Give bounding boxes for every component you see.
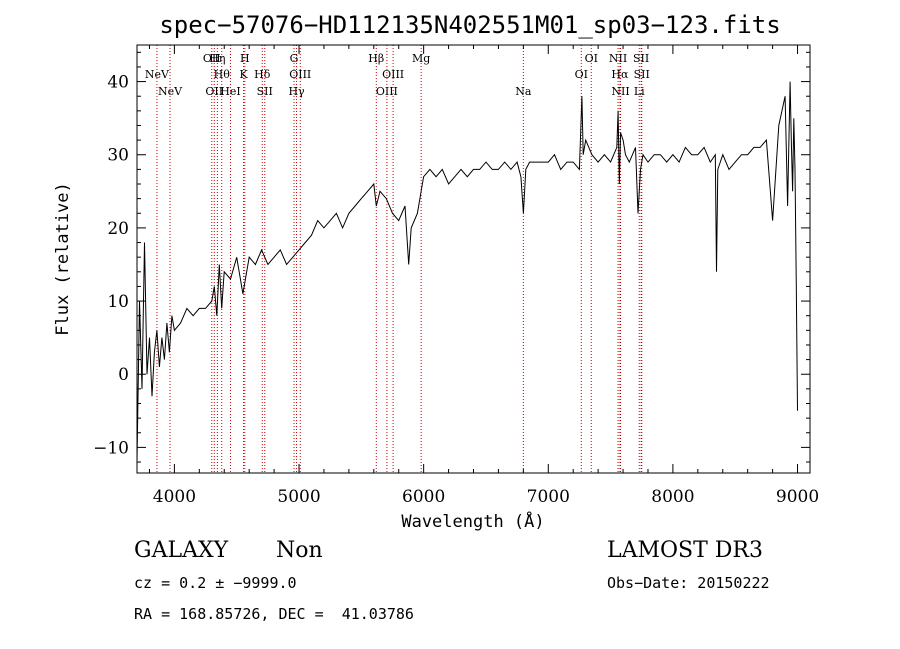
spectral-line-label: NeV [158, 85, 183, 98]
x-axis-label: Wavelength (Å) [401, 510, 544, 532]
plot-frame [136, 44, 811, 474]
x-tick-label: 6000 [402, 487, 445, 507]
obs-date: Obs−Date: 20150222 [607, 574, 770, 592]
x-axis-ticks: 4000 5000 6000 7000 8000 9000 [148, 45, 819, 507]
y-tick-label: 40 [107, 73, 129, 93]
spectral-line-label: Mg [412, 52, 430, 65]
y-tick-label: 10 [107, 292, 129, 312]
spectrum-chart: spec−57076−HD112135N402551M01_sp03−123.f… [53, 11, 819, 532]
spectral-line-label: Hβ [368, 52, 384, 65]
y-axis-ticks: −10 0 10 20 30 40 [93, 51, 810, 463]
y-tick-label: 30 [107, 146, 129, 166]
spectral-line-label: NeV [145, 68, 170, 81]
spectral-line-label: Hη [209, 52, 225, 65]
spectral-line-label: OIII [289, 68, 311, 81]
spectral-line-label: OIII [382, 68, 404, 81]
spectral-line-label: Li [634, 85, 645, 98]
spectral-line-label: G [290, 52, 299, 65]
spectrum-line [136, 81, 798, 463]
object-subclass: Non [276, 538, 323, 563]
x-tick-label: 7000 [527, 487, 570, 507]
spectral-line-label: OII [205, 85, 223, 98]
x-tick-label: 4000 [153, 487, 196, 507]
x-tick-label: 5000 [277, 487, 320, 507]
spectral-line-label: Na [515, 85, 532, 98]
chart-title: spec−57076−HD112135N402551M01_sp03−123.f… [159, 11, 780, 39]
spectral-line-label: OII [203, 52, 221, 65]
spectral-line-label: SII [257, 85, 273, 98]
spectral-line-label: SII [634, 68, 650, 81]
spectral-line-label: H [240, 52, 250, 65]
spectral-line-markers [156, 45, 643, 473]
spectral-line-label: NII [611, 85, 629, 98]
spectral-line-label: Hδ [254, 68, 271, 81]
x-tick-label: 8000 [651, 487, 694, 507]
y-tick-label: −10 [93, 438, 129, 458]
spectral-line-label: HeI [220, 85, 240, 98]
survey-name: LAMOST DR3 [607, 538, 763, 563]
y-axis-label: Flux (relative) [53, 182, 73, 336]
ra-dec-coords: RA = 168.85726, DEC = 41.03786 [134, 605, 414, 623]
spectral-line-label: K [239, 68, 248, 81]
y-tick-label: 0 [118, 365, 129, 385]
x-tick-label: 9000 [776, 487, 819, 507]
spectral-line-label: Hγ [288, 85, 305, 98]
spectral-line-label: SII [633, 52, 649, 65]
redshift-cz: cz = 0.2 ± −9999.0 [134, 574, 297, 592]
spectral-line-label: NII [609, 52, 627, 65]
spectral-line-label: OI [585, 52, 598, 65]
spectral-line-label: Hα [611, 68, 629, 81]
object-class: GALAXY [134, 538, 229, 563]
y-tick-label: 20 [107, 219, 129, 239]
spectral-line-label: OI [575, 68, 588, 81]
spectral-line-label: OIII [376, 85, 398, 98]
spectral-line-label: Hθ [214, 68, 231, 81]
